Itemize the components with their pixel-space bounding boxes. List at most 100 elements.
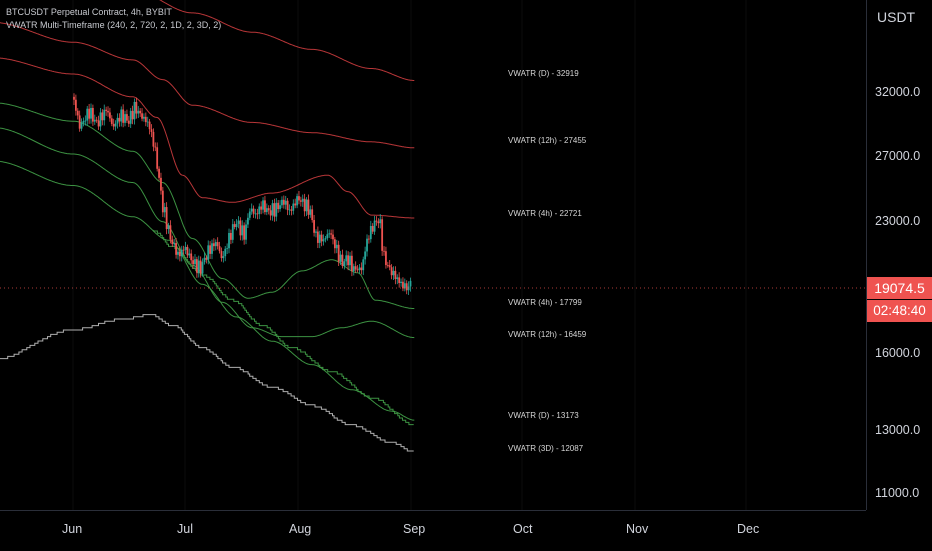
- candle-body: [279, 205, 281, 210]
- candle-body: [239, 220, 242, 236]
- vwatr-band-line: [152, 229, 414, 426]
- candle-body: [332, 234, 334, 240]
- price-axis[interactable]: USDT 32000.0 27000.0 23000.0 16000.0 130…: [866, 0, 932, 510]
- candle-body: [328, 233, 331, 235]
- candle-body: [152, 131, 155, 147]
- candle-body: [122, 109, 125, 123]
- candle-body: [127, 120, 130, 124]
- candle-body: [180, 249, 183, 257]
- candle-body: [126, 114, 128, 121]
- candle-body: [207, 245, 210, 260]
- candle-body: [335, 244, 338, 249]
- candle-body: [194, 259, 196, 265]
- candle-body: [343, 261, 346, 267]
- candle-body: [78, 115, 81, 129]
- candle-body: [275, 202, 278, 217]
- candle-body: [320, 234, 323, 242]
- candle-body: [116, 117, 119, 124]
- candle-body: [309, 209, 312, 215]
- candle-body: [402, 281, 404, 289]
- candle-body: [171, 239, 174, 245]
- candle-body: [86, 108, 89, 121]
- candle-body: [118, 117, 121, 122]
- candle-body: [381, 219, 384, 251]
- candle-body: [131, 110, 134, 120]
- candle-body: [322, 239, 325, 242]
- candle-body: [339, 254, 342, 262]
- price-tick: 11000.0: [875, 486, 920, 500]
- candle-body: [398, 277, 401, 284]
- candle-body: [324, 238, 327, 240]
- candle-body: [143, 116, 145, 119]
- candle-body: [144, 116, 147, 123]
- candle-body: [93, 119, 96, 122]
- candle-body: [333, 239, 336, 249]
- candle-body: [290, 209, 293, 211]
- candle-body: [369, 225, 372, 240]
- currency-label: USDT: [877, 9, 916, 25]
- symbol-title: BTCUSDT Perpetual Contract, 4h, BYBIT: [6, 7, 172, 17]
- candle-body: [377, 221, 380, 224]
- candle-body: [148, 121, 151, 130]
- candle-body: [182, 249, 185, 251]
- candle-body: [129, 110, 132, 124]
- candle-body: [267, 208, 270, 211]
- candle-body: [110, 118, 113, 124]
- candle-body: [366, 238, 368, 252]
- candle-body: [222, 256, 225, 259]
- candle-body: [337, 244, 340, 262]
- candle-body: [256, 213, 259, 215]
- candle-body: [403, 283, 406, 289]
- candle-body: [316, 231, 319, 243]
- price-tick: 23000.0: [875, 214, 921, 228]
- candle-body: [288, 209, 291, 211]
- candle-body: [231, 224, 234, 240]
- candle-body: [99, 112, 102, 127]
- candle-body: [260, 206, 263, 210]
- candle-body: [197, 260, 200, 273]
- candle-body: [137, 110, 140, 114]
- candle-body: [139, 110, 142, 114]
- candle-body: [154, 146, 157, 148]
- series-end-label: VWATR (12h) - 27455: [508, 136, 587, 145]
- candle-body: [167, 225, 170, 230]
- candle-body: [371, 225, 374, 232]
- candle-body: [341, 254, 344, 267]
- candle-body: [405, 283, 408, 291]
- time-tick: Jul: [177, 522, 193, 536]
- candle-body: [301, 198, 304, 202]
- candle-body: [364, 251, 367, 260]
- candle-body: [375, 220, 378, 222]
- candle-body: [315, 231, 317, 233]
- candle-body: [135, 101, 138, 114]
- candle-body: [161, 190, 164, 213]
- candle-body: [326, 234, 329, 239]
- chart-svg: VWATR (D) - 32919 VWATR (12h) - 27455 VWAT…: [0, 0, 866, 510]
- candle-body: [264, 200, 266, 213]
- candle-body: [252, 208, 255, 214]
- price-tick: 16000.0: [875, 346, 921, 360]
- series-end-label: VWATR (3D) - 12087: [508, 444, 584, 453]
- candle-body: [388, 265, 391, 268]
- candle-body: [303, 198, 306, 212]
- candle-body: [177, 251, 179, 255]
- time-axis[interactable]: Jun Jul Aug Sep Oct Nov Dec: [0, 510, 866, 551]
- candle-body: [226, 248, 229, 250]
- candle-body: [360, 267, 363, 271]
- candle-body: [352, 266, 355, 272]
- candle-body: [103, 109, 106, 121]
- candle-body: [350, 255, 353, 272]
- candle-body: [84, 120, 87, 122]
- candle-body: [409, 280, 412, 287]
- candle-body: [292, 203, 295, 211]
- candle-body: [358, 267, 361, 271]
- candle-body: [107, 110, 109, 113]
- candle-body: [281, 199, 283, 206]
- candle-body: [247, 217, 249, 225]
- candle-body: [394, 270, 397, 280]
- candle-body: [195, 259, 198, 273]
- candle-body: [282, 199, 285, 205]
- candle-body: [165, 207, 168, 230]
- chart-plot-area[interactable]: VWATR (D) - 32919 VWATR (12h) - 27455 VWAT…: [0, 0, 866, 510]
- chart-legend: BTCUSDT Perpetual Contract, 4h, BYBIT VW…: [6, 6, 221, 32]
